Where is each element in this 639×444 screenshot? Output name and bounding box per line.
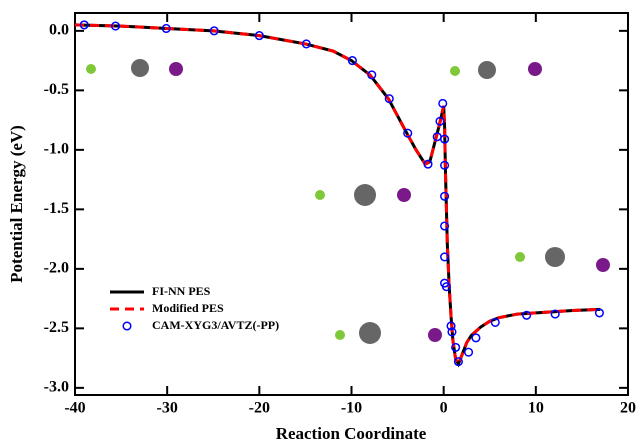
legend-label: FI-NN PES (152, 284, 211, 298)
y-tick-label: -0.5 (44, 81, 69, 98)
legend-marker (123, 322, 131, 330)
y-axis-title: Potential Energy (eV) (7, 125, 26, 283)
data-point (465, 348, 473, 356)
y-tick-label: 0.0 (49, 22, 69, 39)
data-point (472, 334, 480, 342)
plot-frame (75, 13, 628, 395)
legend-label: CAM-XYG3/AVTZ(-PP) (152, 318, 279, 332)
chart: Reaction Coordinate Potential Energy (eV… (0, 0, 639, 444)
y-tick-label: -2.5 (44, 319, 69, 336)
x-tick-label: 0 (440, 400, 448, 417)
x-tick-label: -20 (249, 400, 270, 417)
x-tick-label: 10 (528, 400, 544, 417)
y-tick-label: -1.5 (44, 200, 69, 217)
y-tick-label: -1.0 (44, 141, 69, 158)
legend-label: Modified PES (152, 301, 224, 315)
x-axis-title: Reaction Coordinate (276, 424, 427, 443)
y-tick-label: -3.0 (44, 379, 69, 396)
x-tick-label: 20 (620, 400, 636, 417)
x-tick-label: -40 (64, 400, 85, 417)
x-tick-label: -10 (341, 400, 362, 417)
y-tick-label: -2.0 (44, 260, 69, 277)
x-tick-label: -30 (157, 400, 178, 417)
